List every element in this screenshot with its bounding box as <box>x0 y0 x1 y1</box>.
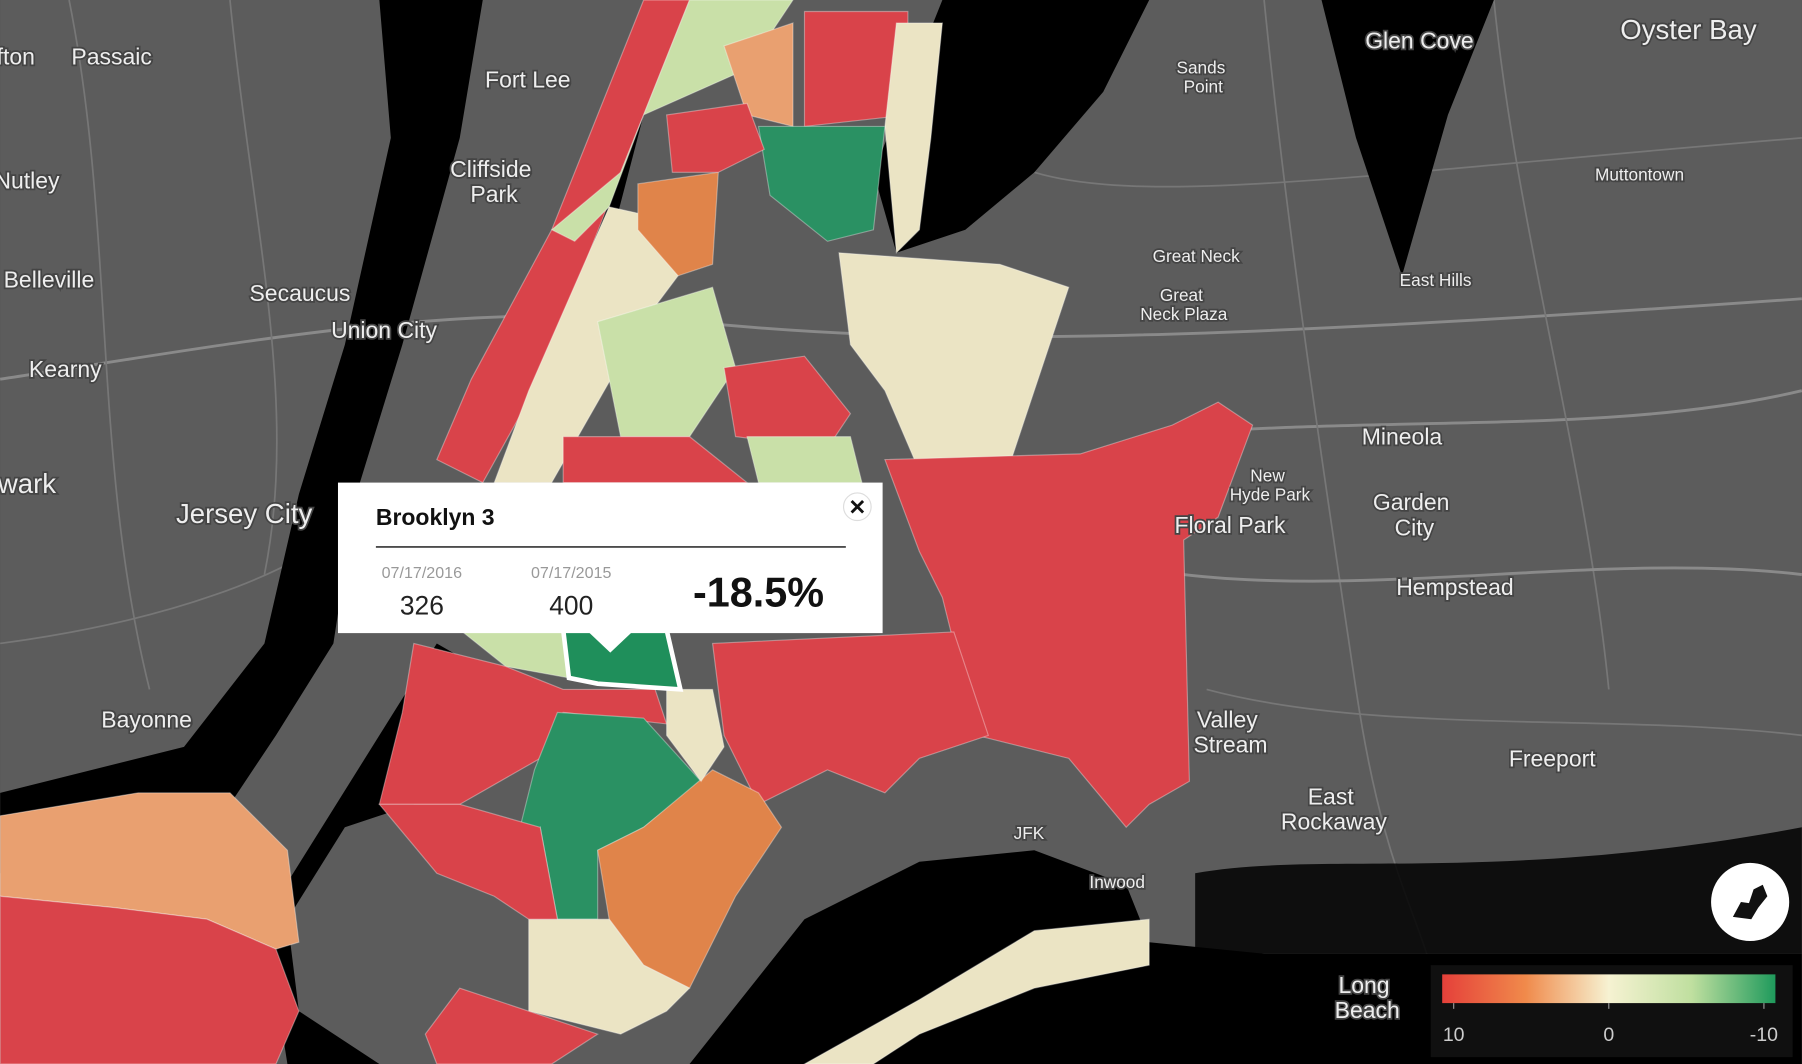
place-label: lifton <box>0 43 35 69</box>
place-label: Long Beach <box>1328 972 1400 1023</box>
place-label: Floral Park <box>1174 512 1286 538</box>
popup-pointer <box>588 631 633 653</box>
popup: Brooklyn 3 07/17/2016 326 07/17/2015 400… <box>337 482 883 653</box>
place-label: Secaucus <box>250 280 351 306</box>
place-label: Hempstead <box>1396 574 1513 600</box>
date-label: 07/17/2016 <box>382 564 463 582</box>
place-label: Glen Cove <box>1365 27 1474 53</box>
districts <box>0 0 1254 1064</box>
popup-title: Brooklyn 3 <box>376 504 495 530</box>
legend-gradient <box>1442 974 1776 1004</box>
change: -18.5% <box>693 570 824 616</box>
popup-box <box>337 482 883 634</box>
place-label: wark <box>0 468 56 499</box>
place-label: Fort Lee <box>485 66 571 92</box>
place-label: Muttontown <box>1595 164 1684 184</box>
locate-button[interactable] <box>1711 862 1790 942</box>
place-label: Valley Stream <box>1187 706 1267 757</box>
place-label: Garden City <box>1373 489 1450 540</box>
close-button[interactable] <box>842 492 872 522</box>
place-label: Freeport <box>1509 745 1596 771</box>
legend: 10 0 -10 <box>1430 965 1793 1058</box>
place-label: Mineola <box>1362 424 1443 450</box>
place-label: Inwood <box>1089 872 1145 892</box>
place-label: East Rockaway <box>1275 783 1388 834</box>
place-label: JFK <box>1014 823 1045 843</box>
legend-tick-label: -10 <box>1750 1024 1778 1046</box>
place-label: New Hyde Park <box>1225 465 1311 504</box>
value: 326 <box>400 591 444 621</box>
place-labels: lifton Passaic Fort Lee Glen Cove Oyster… <box>0 12 1759 1024</box>
place-label: Great Neck <box>1153 246 1240 266</box>
place-label: Bayonne <box>101 706 192 732</box>
value: 400 <box>549 591 593 621</box>
place-label: Oyster Bay <box>1620 14 1757 45</box>
place-label: Jersey City <box>176 498 313 529</box>
place-label: Union City <box>331 317 437 343</box>
place-label: Cliffside Park <box>450 156 531 207</box>
place-label: Sands Point <box>1176 58 1225 97</box>
place-label: Belleville <box>4 266 95 292</box>
place-label: East Hills <box>1400 270 1472 290</box>
place-label: Passaic <box>71 43 151 69</box>
place-label: Kearny <box>29 356 102 382</box>
place-label: Nutley <box>0 167 60 193</box>
legend-tick-label: 10 <box>1443 1024 1465 1046</box>
legend-tick-label: 0 <box>1603 1024 1614 1046</box>
date-label: 07/17/2015 <box>531 564 612 582</box>
place-label: Great Neck Plaza <box>1135 285 1227 324</box>
